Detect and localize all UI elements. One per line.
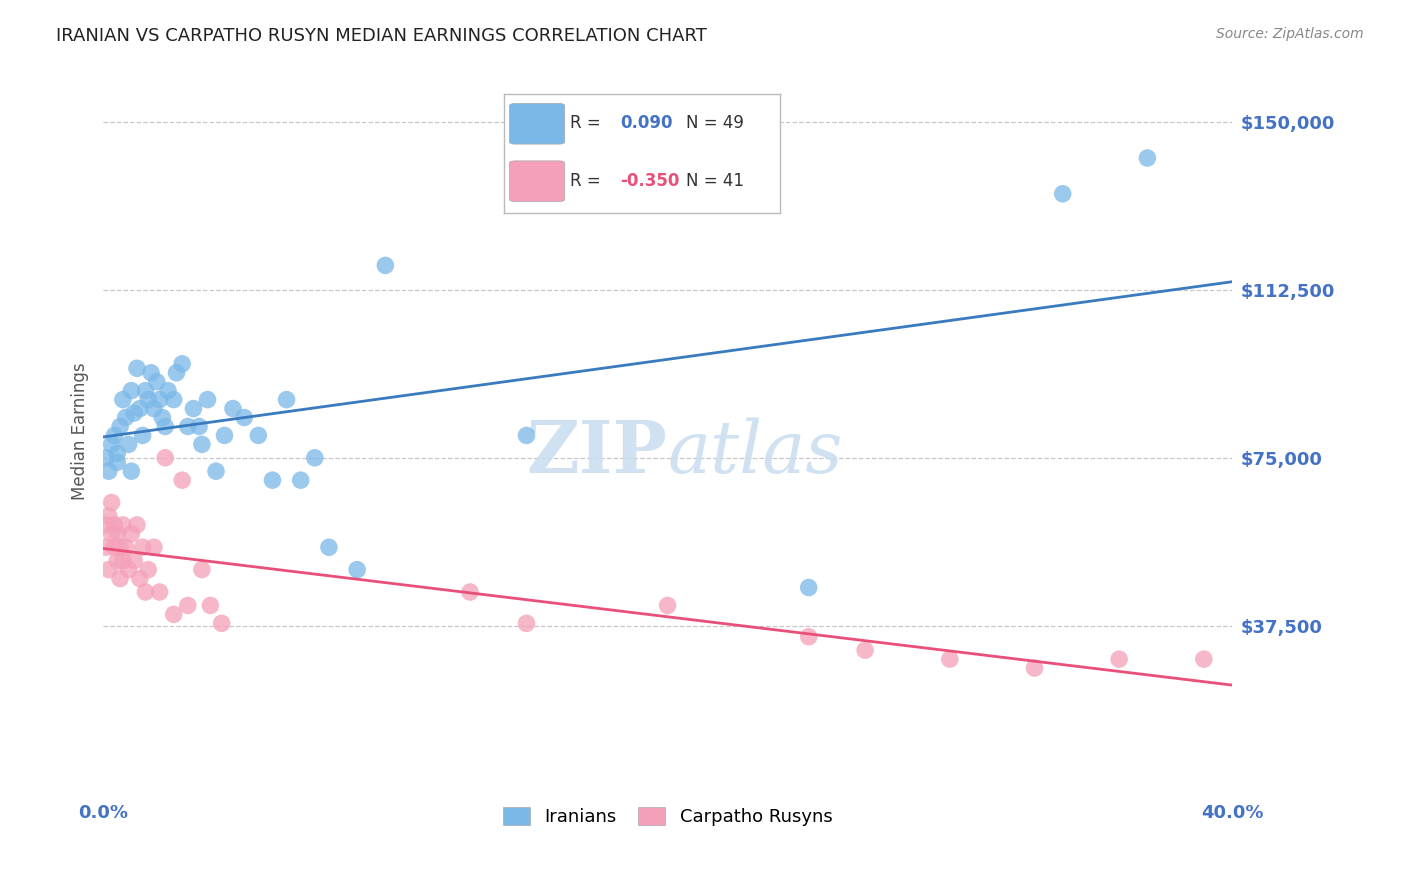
Point	[139, 366, 162, 380]
Point	[155, 419, 177, 434]
Point	[157, 384, 180, 398]
Point	[103, 428, 125, 442]
Point	[122, 406, 145, 420]
Point	[148, 585, 170, 599]
Point	[191, 563, 214, 577]
Point	[142, 541, 165, 555]
Point	[262, 473, 284, 487]
Point	[142, 401, 165, 416]
Point	[304, 450, 326, 465]
Point	[152, 410, 174, 425]
Point	[111, 554, 134, 568]
Point	[172, 357, 194, 371]
Point	[515, 428, 537, 442]
Point	[939, 652, 962, 666]
Point	[134, 585, 156, 599]
Point	[797, 581, 820, 595]
Point	[200, 599, 222, 613]
Point	[172, 473, 194, 487]
Point	[374, 259, 396, 273]
Point	[177, 599, 200, 613]
Point	[214, 428, 236, 442]
Point	[233, 410, 256, 425]
Point	[1052, 186, 1074, 201]
Point	[131, 428, 153, 442]
Point	[134, 384, 156, 398]
Point	[136, 392, 159, 407]
Point	[205, 464, 228, 478]
Point	[97, 563, 120, 577]
Point	[197, 392, 219, 407]
Point	[97, 508, 120, 523]
Point	[94, 450, 117, 465]
Point	[166, 366, 188, 380]
Point	[114, 541, 136, 555]
Point	[131, 541, 153, 555]
Point	[120, 526, 142, 541]
Point	[155, 450, 177, 465]
Point	[105, 446, 128, 460]
Point	[188, 419, 211, 434]
Point	[94, 541, 117, 555]
Point	[853, 643, 876, 657]
Point	[105, 526, 128, 541]
Y-axis label: Median Earnings: Median Earnings	[72, 362, 89, 500]
Legend: Iranians, Carpatho Rusyns: Iranians, Carpatho Rusyns	[494, 797, 841, 835]
Point	[117, 563, 139, 577]
Point	[318, 541, 340, 555]
Point	[1192, 652, 1215, 666]
Point	[128, 401, 150, 416]
Point	[797, 630, 820, 644]
Point	[122, 554, 145, 568]
Point	[108, 541, 131, 555]
Point	[120, 464, 142, 478]
Point	[136, 563, 159, 577]
Point	[1108, 652, 1130, 666]
Point	[111, 517, 134, 532]
Point	[458, 585, 481, 599]
Point	[97, 464, 120, 478]
Point	[128, 572, 150, 586]
Point	[276, 392, 298, 407]
Point	[108, 419, 131, 434]
Point	[100, 437, 122, 451]
Point	[191, 437, 214, 451]
Point	[1136, 151, 1159, 165]
Text: IRANIAN VS CARPATHO RUSYN MEDIAN EARNINGS CORRELATION CHART: IRANIAN VS CARPATHO RUSYN MEDIAN EARNING…	[56, 27, 707, 45]
Point	[290, 473, 312, 487]
Point	[100, 495, 122, 509]
Point	[111, 392, 134, 407]
Point	[145, 375, 167, 389]
Text: atlas: atlas	[668, 417, 844, 488]
Point	[346, 563, 368, 577]
Point	[657, 599, 679, 613]
Point	[163, 392, 186, 407]
Point	[163, 607, 186, 622]
Point	[515, 616, 537, 631]
Point	[1024, 661, 1046, 675]
Point	[148, 392, 170, 407]
Point	[222, 401, 245, 416]
Point	[183, 401, 205, 416]
Text: ZIP: ZIP	[527, 417, 668, 488]
Point	[125, 361, 148, 376]
Point	[211, 616, 233, 631]
Point	[100, 526, 122, 541]
Point	[105, 455, 128, 469]
Point	[125, 517, 148, 532]
Point	[177, 419, 200, 434]
Text: Source: ZipAtlas.com: Source: ZipAtlas.com	[1216, 27, 1364, 41]
Point	[114, 410, 136, 425]
Point	[105, 554, 128, 568]
Point	[103, 541, 125, 555]
Point	[120, 384, 142, 398]
Point	[108, 572, 131, 586]
Point	[94, 517, 117, 532]
Point	[103, 517, 125, 532]
Point	[247, 428, 270, 442]
Point	[117, 437, 139, 451]
